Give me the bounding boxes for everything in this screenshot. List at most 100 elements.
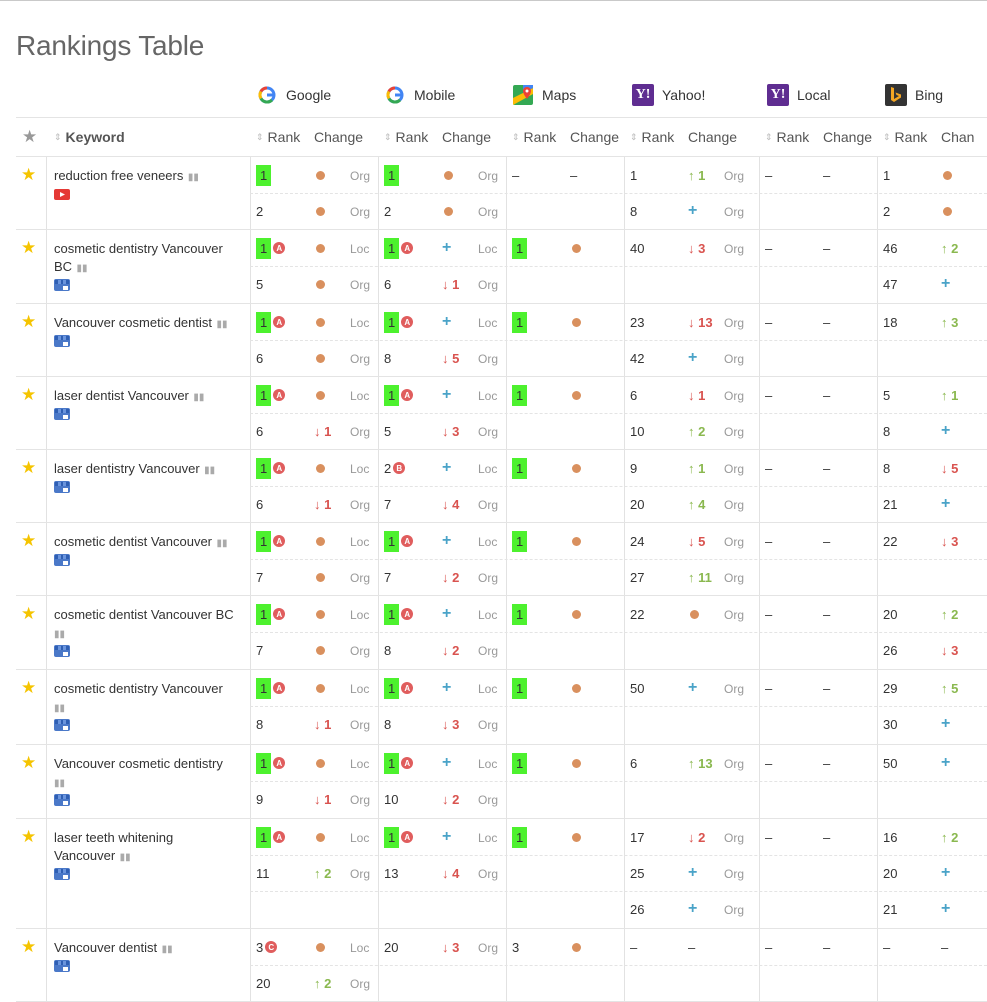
chart-bars-icon[interactable]: ▮▮ (76, 263, 88, 274)
favorite-star-icon[interactable]: ★ (21, 238, 37, 257)
change-cell: ↓ 4 (442, 855, 482, 891)
rank-down-indicator: ↓ 13 (688, 314, 713, 330)
result-type: Org (350, 425, 371, 439)
rank-cell: 1 (384, 157, 438, 193)
change-cell: ↑ 11 (688, 559, 728, 595)
rank-column-header[interactable]: ⇕ Rank (765, 118, 815, 156)
chart-bars-icon[interactable]: ▮▮ (216, 319, 228, 330)
favorite-star-icon[interactable]: ★ (21, 753, 37, 772)
serp-feature-badge: C (265, 941, 278, 953)
keyword-text[interactable]: reduction free veneers (54, 168, 184, 183)
chart-bars-icon[interactable]: ▮▮ (216, 538, 228, 549)
chart-bars-icon[interactable]: ▮▮ (187, 172, 199, 183)
favorite-star-icon[interactable]: ★ (21, 385, 37, 404)
change-cell: – (823, 304, 863, 340)
favorite-star-icon[interactable]: ★ (21, 312, 37, 331)
keyword-text[interactable]: laser dentistry Vancouver (54, 461, 200, 476)
line-divider (250, 486, 987, 487)
keyword-text[interactable]: Vancouver cosmetic dentist (54, 315, 212, 330)
chart-bars-icon[interactable]: ▮▮ (204, 465, 216, 476)
business-listing-icon[interactable] (54, 279, 70, 291)
business-listing-icon[interactable] (54, 794, 70, 806)
business-listing-icon[interactable] (54, 645, 70, 657)
favorite-star-icon[interactable]: ★ (21, 531, 37, 550)
change-column-header[interactable]: Change (823, 118, 881, 156)
change-column-header[interactable]: Change (688, 118, 746, 156)
result-type: Org (478, 718, 499, 732)
change-cell: + (941, 266, 981, 302)
business-listing-icon[interactable] (54, 719, 70, 731)
rank-column-header[interactable]: ⇕ Rank (256, 118, 306, 156)
favorite-star-icon[interactable]: ★ (21, 165, 37, 184)
engine-maps[interactable]: Maps (512, 83, 576, 107)
rank-column-header[interactable]: ⇕ Rank (630, 118, 680, 156)
chart-bars-icon[interactable]: ▮▮ (119, 852, 131, 863)
keyword-text[interactable]: cosmetic dentistry Vancouver BC (54, 241, 223, 274)
business-listing-icon[interactable] (54, 868, 70, 880)
youtube-icon[interactable] (54, 189, 70, 200)
favorite-star-icon[interactable]: ★ (21, 458, 37, 477)
favorite-star-icon[interactable]: ★ (21, 937, 37, 956)
engine-bing[interactable]: Bing (885, 83, 943, 107)
rank-column-header[interactable]: ⇕ Rank (384, 118, 434, 156)
engine-mobile[interactable]: Mobile (384, 83, 455, 107)
keyword-column-header[interactable]: ⇕ Keyword (54, 118, 204, 156)
favorite-column-icon[interactable]: ★ (22, 127, 38, 146)
rank-value: 8 (883, 423, 891, 439)
rank-cell: 1 (630, 157, 684, 193)
engine-name: Google (286, 87, 332, 103)
serp-feature-badge: A (401, 608, 414, 620)
rank-cell: 9 (256, 781, 310, 817)
rank-cell: – (765, 230, 819, 266)
chart-bars-icon[interactable]: ▮▮ (54, 629, 66, 640)
arrow-down-icon: ↓ (941, 642, 948, 658)
rank-column-header[interactable]: ⇕ Rank (883, 118, 933, 156)
change-column-header[interactable]: Change (314, 118, 372, 156)
change-column-header[interactable]: Chan (941, 118, 987, 156)
line-divider (250, 559, 987, 560)
change-column-header[interactable]: Change (570, 118, 628, 156)
keyword-text[interactable]: cosmetic dentist Vancouver (54, 534, 212, 549)
favorite-star-icon[interactable]: ★ (21, 604, 37, 623)
business-listing-icon[interactable] (54, 335, 70, 347)
change-cell (570, 929, 612, 965)
change-column-header[interactable]: Change (442, 118, 500, 156)
favorite-star-icon[interactable]: ★ (21, 827, 37, 846)
change-cell (688, 596, 730, 632)
rank-up-indicator: ↑ 2 (941, 240, 959, 256)
rank-value: 20 (630, 496, 645, 512)
serp-feature-badge: A (273, 462, 286, 474)
result-type: Loc (350, 242, 370, 256)
chart-bars-icon[interactable]: ▮▮ (193, 392, 205, 403)
keyword-text[interactable]: laser dentist Vancouver (54, 388, 189, 403)
business-listing-icon[interactable] (54, 481, 70, 493)
keyword-cell: laser dentist Vancouver ▮▮ (54, 387, 234, 425)
line-divider (250, 891, 987, 892)
engine-google[interactable]: Google (256, 83, 331, 107)
rank-value: 1 (384, 164, 400, 186)
keyword-text[interactable]: cosmetic dentistry Vancouver (54, 681, 223, 696)
chart-bars-icon[interactable]: ▮▮ (161, 944, 173, 955)
rank-cell: 6 (256, 486, 310, 522)
engine-yahoo[interactable]: Y! Yahoo! (632, 83, 705, 107)
keyword-text[interactable]: Vancouver dentist (54, 940, 158, 955)
change-header-label: Change (314, 129, 364, 145)
rank-value: 1 (384, 677, 400, 699)
rank-up-indicator: ↑ 2 (941, 829, 959, 845)
chart-bars-icon[interactable]: ▮▮ (54, 703, 66, 714)
rank-down-indicator: ↓ 2 (688, 829, 706, 845)
keyword-text[interactable]: Vancouver cosmetic dentistry (54, 756, 223, 771)
keyword-text[interactable]: laser teeth whitening Vancouver (54, 830, 174, 863)
rank-column-header[interactable]: ⇕ Rank (512, 118, 562, 156)
business-listing-icon[interactable] (54, 554, 70, 566)
favorite-star-icon[interactable]: ★ (21, 678, 37, 697)
business-listing-icon[interactable] (54, 960, 70, 972)
change-cell: ↓ 3 (941, 523, 981, 559)
chart-bars-icon[interactable]: ▮▮ (54, 778, 66, 789)
keyword-text[interactable]: cosmetic dentist Vancouver BC (54, 607, 234, 622)
engine-local[interactable]: Y! Local (767, 83, 830, 107)
business-listing-icon[interactable] (54, 408, 70, 420)
no-change-dot-icon (316, 279, 325, 289)
result-type: Org (350, 498, 371, 512)
